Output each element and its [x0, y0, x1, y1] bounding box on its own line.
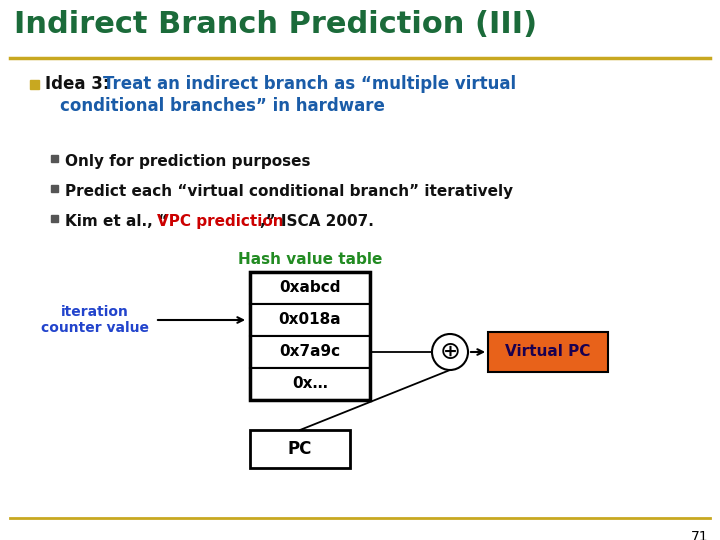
Text: Treat an indirect branch as “multiple virtual: Treat an indirect branch as “multiple vi…	[103, 75, 516, 93]
Bar	[51, 215, 58, 222]
Bar	[250, 430, 350, 468]
Bar	[51, 155, 58, 162]
Bar	[250, 272, 370, 400]
Bar	[488, 332, 608, 372]
Text: iteration
counter value: iteration counter value	[41, 305, 149, 335]
Text: PC: PC	[288, 440, 312, 458]
Bar	[250, 368, 370, 400]
Text: Virtual PC: Virtual PC	[505, 345, 590, 360]
Text: VPC prediction: VPC prediction	[157, 214, 284, 229]
Circle shape	[432, 334, 468, 370]
Text: 0x018a: 0x018a	[279, 313, 341, 327]
Text: Only for prediction purposes: Only for prediction purposes	[65, 154, 310, 169]
Text: ,” ISCA 2007.: ,” ISCA 2007.	[260, 214, 374, 229]
Text: Predict each “virtual conditional branch” iteratively: Predict each “virtual conditional branch…	[65, 184, 513, 199]
Text: Hash value table: Hash value table	[238, 252, 382, 267]
Text: 71: 71	[690, 530, 708, 540]
Text: Idea 3:: Idea 3:	[45, 75, 115, 93]
Text: conditional branches” in hardware: conditional branches” in hardware	[60, 97, 385, 115]
Bar	[250, 336, 370, 368]
Bar	[250, 272, 370, 304]
Text: Indirect Branch Prediction (III): Indirect Branch Prediction (III)	[14, 10, 537, 39]
Text: Kim et al., “: Kim et al., “	[65, 214, 168, 229]
Text: 0x…: 0x…	[292, 376, 328, 392]
Text: 0x7a9c: 0x7a9c	[279, 345, 341, 360]
Bar	[30, 80, 39, 89]
Bar	[250, 304, 370, 336]
Bar	[51, 185, 58, 192]
Text: ⊕: ⊕	[439, 340, 461, 364]
Text: 0xabcd: 0xabcd	[279, 280, 341, 295]
